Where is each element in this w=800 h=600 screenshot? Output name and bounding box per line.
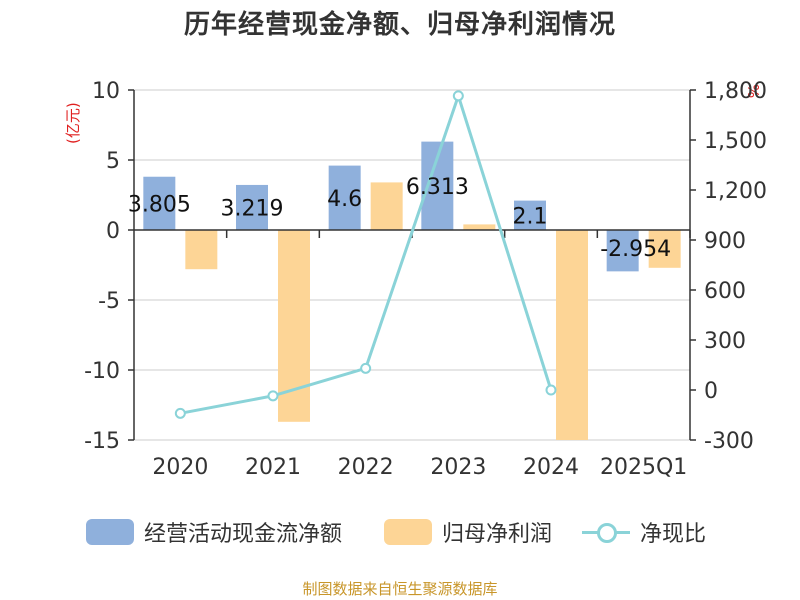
- right-tick-label: 1,500: [704, 129, 767, 154]
- data-label-operating-cash-flow: 3.805: [128, 192, 191, 217]
- cash-ratio-point: [545, 384, 557, 396]
- right-tick-label: 900: [704, 229, 746, 254]
- category-label: 2021: [245, 455, 301, 480]
- left-tick-label: 0: [106, 219, 120, 244]
- right-tick-label: 0: [704, 379, 718, 404]
- category-label: 2025Q1: [600, 455, 687, 480]
- bar-net-profit: [463, 224, 496, 230]
- category-label: 2020: [152, 455, 208, 480]
- left-tick-label: -5: [98, 289, 120, 314]
- left-tick-label: -10: [84, 359, 120, 384]
- legend-item-operating-cash-flow[interactable]: 经营活动现金流净额: [86, 512, 342, 552]
- cash-ratio-point: [174, 407, 186, 419]
- data-source-note: 制图数据来自恒生聚源数据库: [302, 580, 498, 598]
- bar-operating-cash-flow: [143, 176, 176, 230]
- left-tick-label: 10: [92, 79, 120, 104]
- legend-swatch-bar-orange: [384, 519, 432, 545]
- right-tick-label: -300: [704, 429, 754, 454]
- left-tick-label: 5: [106, 149, 120, 174]
- right-tick-label: 300: [704, 329, 746, 354]
- legend: 经营活动现金流净额 归母净利润 净现比: [0, 512, 800, 552]
- category-label: 2023: [430, 455, 486, 480]
- bar-operating-cash-flow: [606, 230, 639, 272]
- data-label-operating-cash-flow: 3.219: [221, 196, 284, 221]
- category-label: 2022: [338, 455, 394, 480]
- legend-label: 净现比: [640, 522, 707, 547]
- bar-net-profit: [648, 230, 681, 268]
- cash-ratio-point: [360, 362, 372, 374]
- data-label-operating-cash-flow: 6.313: [406, 175, 469, 200]
- category-label: 2024: [523, 455, 579, 480]
- legend-swatch-bar-blue: [86, 519, 134, 545]
- right-tick-label: 1,200: [704, 179, 767, 204]
- cash-ratio-point: [452, 90, 464, 102]
- legend-item-cash-ratio[interactable]: 净现比: [582, 512, 706, 552]
- legend-label: 归母净利润: [442, 522, 553, 547]
- right-tick-label: 600: [704, 279, 746, 304]
- bar-operating-cash-flow: [328, 165, 361, 230]
- data-label-operating-cash-flow: 2.1: [513, 204, 548, 229]
- cash-ratio-point: [267, 390, 279, 402]
- chart-title: 历年经营现金净额、归母净利润情况: [183, 10, 616, 40]
- legend-label: 经营活动现金流净额: [144, 522, 343, 547]
- bar-operating-cash-flow: [236, 184, 268, 230]
- data-label-operating-cash-flow: 4.6: [327, 187, 362, 212]
- bar-net-profit: [556, 230, 588, 440]
- data-label-operating-cash-flow: -2.954: [600, 237, 671, 262]
- bar-operating-cash-flow: [514, 200, 546, 230]
- legend-item-net-profit[interactable]: 归母净利润: [384, 512, 552, 552]
- right-tick-label: 1,800: [704, 79, 767, 104]
- bar-net-profit: [185, 230, 218, 270]
- bar-net-profit: [370, 182, 403, 230]
- legend-swatch-line: [582, 519, 630, 545]
- left-tick-label: -15: [84, 429, 120, 454]
